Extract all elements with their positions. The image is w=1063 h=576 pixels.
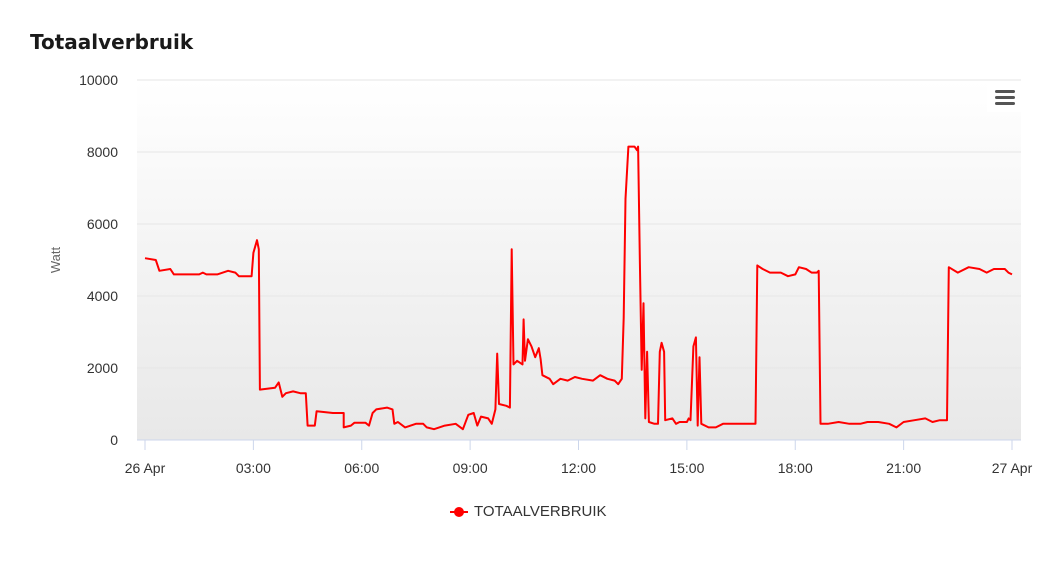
y-tick-label: 6000 xyxy=(87,216,118,232)
x-tick-label: 18:00 xyxy=(778,460,813,476)
x-axis-ticks: 26 Apr 03:00 06:00 09:00 12:00 15:00 18:00 21:0… xyxy=(125,440,1033,476)
legend-label: TOTAALVERBRUIK xyxy=(474,503,607,520)
y-tick-label: 0 xyxy=(110,432,118,448)
y-tick-label: 8000 xyxy=(87,144,118,160)
legend-symbol xyxy=(450,506,468,518)
x-tick-label: 27 Apr xyxy=(992,460,1033,476)
x-tick-label: 09:00 xyxy=(453,460,488,476)
x-tick-label: 15:00 xyxy=(669,460,704,476)
chart-title: Totaalverbruik xyxy=(30,30,194,54)
y-tick-label: 4000 xyxy=(87,288,118,304)
y-axis-label: Watt xyxy=(48,246,63,273)
menu-icon xyxy=(995,102,1015,105)
legend-item-totaalverbruik[interactable]: TOTAALVERBRUIK xyxy=(450,503,607,520)
y-tick-label: 2000 xyxy=(87,360,118,376)
grid-lines xyxy=(137,79,1021,369)
x-tick-label: 03:00 xyxy=(236,460,271,476)
y-axis-ticks: 0 2000 4000 6000 8000 10000 xyxy=(79,72,118,448)
y-tick-label: 10000 xyxy=(79,72,118,88)
x-tick-label: 26 Apr xyxy=(125,460,166,476)
x-tick-label: 12:00 xyxy=(561,460,596,476)
menu-icon xyxy=(995,96,1015,99)
series-line-totaalverbruik xyxy=(144,145,1013,431)
series-group xyxy=(144,145,1013,431)
x-tick-label: 21:00 xyxy=(886,460,921,476)
plot-area xyxy=(137,80,1021,440)
x-tick-label: 06:00 xyxy=(344,460,379,476)
chart-menu-button[interactable] xyxy=(987,84,1023,112)
menu-icon xyxy=(995,90,1015,93)
